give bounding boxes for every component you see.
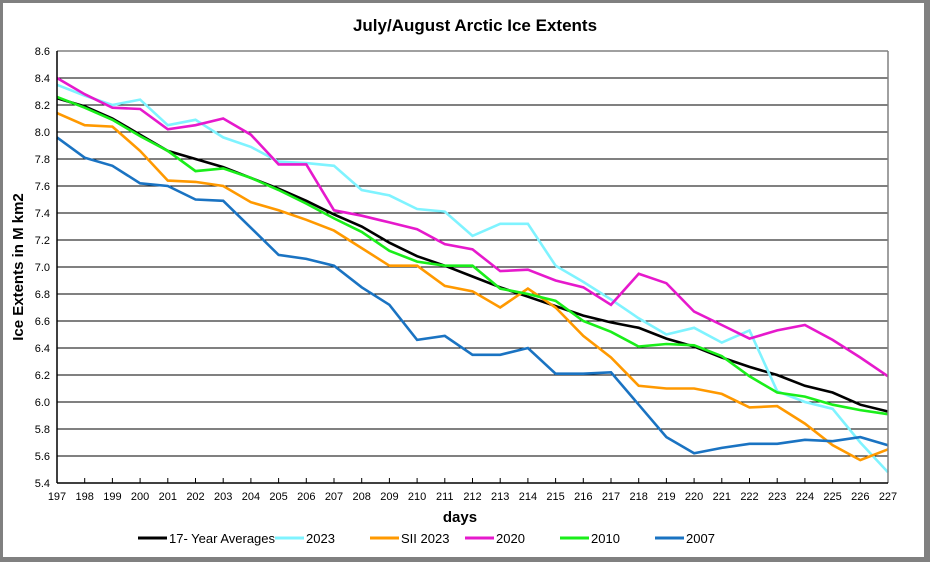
y-axis-title: Ice Extents in M km2 <box>10 193 27 341</box>
y-tick-label: 8.6 <box>35 46 50 58</box>
y-tick-label: 5.8 <box>35 424 50 436</box>
x-tick-label: 199 <box>103 491 121 503</box>
legend-label: 17- Year Averages <box>169 531 276 546</box>
y-tick-label: 7.8 <box>35 154 50 166</box>
series-line-2023 <box>56 83 889 474</box>
x-tick-label: 201 <box>159 491 177 503</box>
x-tick-label: 217 <box>602 491 620 503</box>
y-tick-label: 7.0 <box>35 262 50 274</box>
x-tick-label: 227 <box>879 491 897 503</box>
gridlines <box>57 77 888 457</box>
x-tick-label: 225 <box>823 491 841 503</box>
y-tick-label: 8.2 <box>35 100 50 112</box>
x-tick-label: 202 <box>186 491 204 503</box>
x-tick-label: 197 <box>48 491 66 503</box>
x-tick-label: 214 <box>519 491 537 503</box>
x-tick-label: 209 <box>380 491 398 503</box>
y-tick-label: 8.4 <box>35 73 50 85</box>
x-tick-label: 198 <box>76 491 94 503</box>
y-tick-label: 6.4 <box>35 343 50 355</box>
legend-label: 2020 <box>496 531 525 546</box>
y-tick-label: 8.0 <box>35 127 50 139</box>
x-axis-title: days <box>443 509 477 526</box>
legend-label: 2010 <box>591 531 620 546</box>
x-tick-label: 216 <box>574 491 592 503</box>
chart-title: July/August Arctic Ice Extents <box>353 16 597 35</box>
series-line-2007 <box>56 136 889 455</box>
x-tick-label: 206 <box>297 491 315 503</box>
series-line-17-year-averages <box>56 96 889 413</box>
y-axis-ticks: 5.4 5.6 5.8 6.0 6.2 6.4 6.6 6.8 7.0 7.2 7.4 7.6 7.8 8… <box>35 46 50 490</box>
y-tick-label: 6.0 <box>35 397 50 409</box>
y-tick-label: 7.2 <box>35 235 50 247</box>
y-tick-label: 5.4 <box>35 478 50 490</box>
x-tick-label: 226 <box>851 491 869 503</box>
x-tick-label: 221 <box>713 491 731 503</box>
y-tick-label: 7.4 <box>35 208 50 220</box>
series-line-2020 <box>56 76 889 378</box>
x-tick-label: 200 <box>131 491 149 503</box>
x-tick-label: 203 <box>214 491 232 503</box>
series-line-sii-2023 <box>56 111 889 462</box>
x-tick-label: 208 <box>353 491 371 503</box>
legend-label: SII 2023 <box>401 531 449 546</box>
y-tick-label: 6.6 <box>35 316 50 328</box>
y-tick-label: 6.2 <box>35 370 50 382</box>
x-tick-label: 212 <box>463 491 481 503</box>
x-tick-label: 222 <box>740 491 758 503</box>
x-tick-label: 215 <box>546 491 564 503</box>
x-axis-ticks: 197 198 199 200 201 202 203 204 205 206 207 208 209 2… <box>48 478 897 503</box>
x-tick-label: 205 <box>269 491 287 503</box>
legend-label: 2007 <box>686 531 715 546</box>
x-tick-label: 211 <box>436 491 454 503</box>
legend-label: 2023 <box>306 531 335 546</box>
legend: 17- Year Averages 2023 SII 2023 2020 2010 200… <box>138 531 715 546</box>
series-lines <box>56 76 889 474</box>
x-tick-label: 220 <box>685 491 703 503</box>
x-tick-label: 223 <box>768 491 786 503</box>
x-tick-label: 224 <box>796 491 814 503</box>
x-tick-label: 207 <box>325 491 343 503</box>
axes <box>56 50 889 484</box>
x-tick-label: 219 <box>657 491 675 503</box>
y-tick-label: 5.6 <box>35 451 50 463</box>
x-tick-label: 218 <box>630 491 648 503</box>
x-tick-label: 210 <box>408 491 426 503</box>
y-tick-label: 7.6 <box>35 181 50 193</box>
series-line-2010 <box>56 95 889 416</box>
x-tick-label: 213 <box>491 491 509 503</box>
y-tick-label: 6.8 <box>35 289 50 301</box>
x-tick-label: 204 <box>242 491 260 503</box>
